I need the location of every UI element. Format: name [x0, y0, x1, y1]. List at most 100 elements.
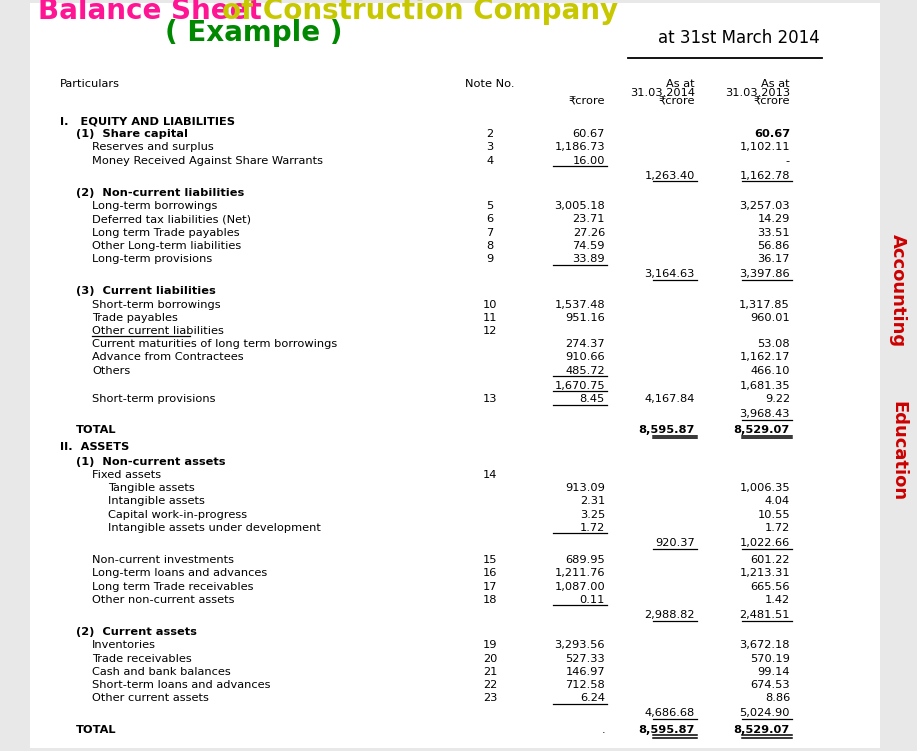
Text: Long term Trade receivables: Long term Trade receivables [92, 581, 253, 592]
Text: (1)  Non-current assets: (1) Non-current assets [76, 457, 226, 467]
Text: Inventories: Inventories [92, 641, 156, 650]
Text: TOTAL: TOTAL [76, 425, 116, 436]
Text: Other current liabilities: Other current liabilities [92, 326, 224, 336]
Text: ( Example ): ( Example ) [165, 19, 343, 47]
Text: 21: 21 [483, 667, 497, 677]
Text: 31.03.2014: 31.03.2014 [630, 88, 695, 98]
Text: 27.26: 27.26 [573, 228, 605, 237]
Text: 2: 2 [486, 129, 493, 139]
Text: 2,481.51: 2,481.51 [739, 610, 790, 620]
Text: Intangible assets under development: Intangible assets under development [108, 523, 321, 532]
Text: Short-term borrowings: Short-term borrowings [92, 300, 221, 309]
Text: 36.17: 36.17 [757, 254, 790, 264]
Text: 1,162.78: 1,162.78 [739, 170, 790, 181]
Text: 18: 18 [482, 595, 497, 605]
Text: 7: 7 [486, 228, 493, 237]
Text: Tangible assets: Tangible assets [108, 483, 194, 493]
Text: 1,102.11: 1,102.11 [739, 143, 790, 152]
Text: 3,968.43: 3,968.43 [739, 409, 790, 419]
Text: 2,988.82: 2,988.82 [645, 610, 695, 620]
Text: 60.67: 60.67 [572, 129, 605, 139]
Text: Capital work-in-progress: Capital work-in-progress [108, 510, 247, 520]
Text: 4,167.84: 4,167.84 [645, 394, 695, 404]
Text: Reserves and surplus: Reserves and surplus [92, 143, 214, 152]
Text: 3,397.86: 3,397.86 [739, 269, 790, 279]
Text: 3,164.63: 3,164.63 [645, 269, 695, 279]
Text: .: . [602, 725, 605, 734]
Text: ₹crore: ₹crore [658, 97, 695, 107]
Text: 1,006.35: 1,006.35 [739, 483, 790, 493]
Text: -: - [786, 155, 790, 166]
Text: 10.55: 10.55 [757, 510, 790, 520]
Text: at 31st March 2014: at 31st March 2014 [658, 29, 820, 47]
Text: Other current assets: Other current assets [92, 693, 209, 703]
Text: 8: 8 [486, 241, 493, 251]
Text: 6: 6 [486, 214, 493, 225]
Text: 1,213.31: 1,213.31 [739, 569, 790, 578]
Text: 712.58: 712.58 [565, 680, 605, 690]
Text: 1,317.85: 1,317.85 [739, 300, 790, 309]
Text: 4.04: 4.04 [765, 496, 790, 506]
Text: (3)  Current liabilities: (3) Current liabilities [76, 286, 215, 297]
Text: 19: 19 [482, 641, 497, 650]
Text: 15: 15 [482, 555, 497, 566]
Text: 910.66: 910.66 [566, 352, 605, 363]
Text: 3,672.18: 3,672.18 [739, 641, 790, 650]
Text: TOTAL: TOTAL [76, 725, 116, 734]
Text: 1.72: 1.72 [580, 523, 605, 532]
Text: 9: 9 [486, 254, 493, 264]
Text: Accounting: Accounting [889, 234, 907, 348]
Text: Deferred tax liabilities (Net): Deferred tax liabilities (Net) [92, 214, 251, 225]
Text: Fixed assets: Fixed assets [92, 470, 161, 480]
Text: I.   EQUITY AND LIABILITIES: I. EQUITY AND LIABILITIES [60, 116, 235, 126]
Text: Trade payables: Trade payables [92, 313, 178, 323]
Text: 951.16: 951.16 [565, 313, 605, 323]
Text: 3,257.03: 3,257.03 [739, 201, 790, 211]
Text: Short-term provisions: Short-term provisions [92, 394, 215, 404]
Text: 9.22: 9.22 [765, 394, 790, 404]
Text: 1.72: 1.72 [765, 523, 790, 532]
Text: Cash and bank balances: Cash and bank balances [92, 667, 231, 677]
Text: 920.37: 920.37 [656, 538, 695, 548]
Text: 570.19: 570.19 [750, 653, 790, 664]
Text: 6.24: 6.24 [580, 693, 605, 703]
Text: 2.31: 2.31 [580, 496, 605, 506]
Text: 1,211.76: 1,211.76 [555, 569, 605, 578]
Text: 8.86: 8.86 [765, 693, 790, 703]
Text: 74.59: 74.59 [572, 241, 605, 251]
Text: Trade receivables: Trade receivables [92, 653, 192, 664]
Text: 33.89: 33.89 [572, 254, 605, 264]
Text: 1,263.40: 1,263.40 [645, 170, 695, 181]
Text: 1,670.75: 1,670.75 [555, 381, 605, 391]
Text: 8,529.07: 8,529.07 [734, 425, 790, 436]
Text: 14.29: 14.29 [757, 214, 790, 225]
Text: 4,686.68: 4,686.68 [645, 708, 695, 719]
Text: 13: 13 [482, 394, 497, 404]
Text: 10: 10 [482, 300, 497, 309]
Text: 3.25: 3.25 [580, 510, 605, 520]
Text: 665.56: 665.56 [750, 581, 790, 592]
Text: 3,005.18: 3,005.18 [554, 201, 605, 211]
Text: 466.10: 466.10 [750, 366, 790, 376]
Text: Balance Sheet: Balance Sheet [38, 0, 271, 25]
Text: Others: Others [92, 366, 130, 376]
Text: 3,293.56: 3,293.56 [555, 641, 605, 650]
Text: 8.45: 8.45 [580, 394, 605, 404]
Text: 5,024.90: 5,024.90 [739, 708, 790, 719]
Text: 8,529.07: 8,529.07 [734, 725, 790, 734]
Text: Particulars: Particulars [60, 79, 120, 89]
Text: Non-current investments: Non-current investments [92, 555, 234, 566]
Text: 4: 4 [486, 155, 493, 166]
Text: 674.53: 674.53 [750, 680, 790, 690]
Text: 1.42: 1.42 [765, 595, 790, 605]
Text: Short-term loans and advances: Short-term loans and advances [92, 680, 271, 690]
Text: 601.22: 601.22 [750, 555, 790, 566]
Text: 1,162.17: 1,162.17 [739, 352, 790, 363]
Text: (2)  Non-current liabilities: (2) Non-current liabilities [76, 188, 244, 198]
Text: 1,022.66: 1,022.66 [740, 538, 790, 548]
Text: 689.95: 689.95 [565, 555, 605, 566]
Text: As at: As at [761, 79, 790, 89]
Text: 14: 14 [483, 470, 497, 480]
Text: Current maturities of long term borrowings: Current maturities of long term borrowin… [92, 339, 337, 349]
FancyBboxPatch shape [30, 3, 880, 748]
